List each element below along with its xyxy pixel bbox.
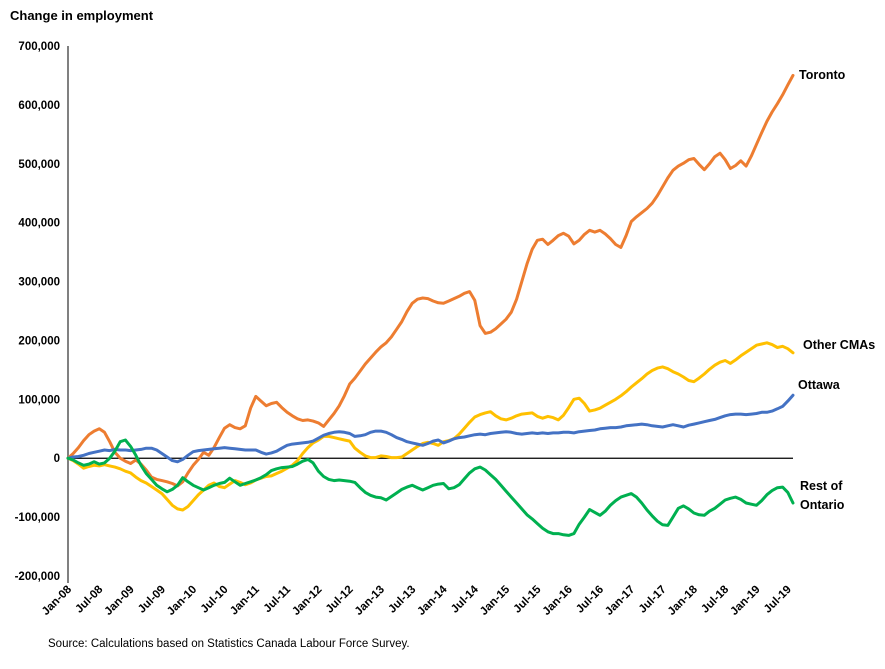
y-tick-label: 700,000 xyxy=(18,41,60,53)
x-tick-label: Jul-13 xyxy=(386,584,418,616)
y-tick-label: 0 xyxy=(54,453,60,465)
series-label-toronto: Toronto xyxy=(799,68,846,82)
x-tick-label: Jul-10 xyxy=(199,584,231,616)
y-tick-label: 100,000 xyxy=(18,394,60,406)
x-tick-label: Jul-11 xyxy=(262,583,294,615)
x-tick-label: Jul-09 xyxy=(136,584,168,616)
x-tick-label: Jan-11 xyxy=(228,583,262,617)
series-label-rest-of-ontario: Rest of Ontario xyxy=(800,479,845,512)
y-tick-label: 400,000 xyxy=(18,218,60,230)
x-tick-label: Jan-18 xyxy=(666,583,701,618)
source-note: Source: Calculations based on Statistics… xyxy=(48,638,410,650)
x-tick-label: Jul-17 xyxy=(637,584,669,616)
x-tick-label: Jan-13 xyxy=(353,584,387,618)
x-tick-label: Jul-16 xyxy=(574,584,606,616)
chart-title: Change in employment xyxy=(10,8,154,23)
y-tick-label: 500,000 xyxy=(18,159,60,171)
x-tick-label: Jan-12 xyxy=(290,584,324,618)
y-tick-label: 600,000 xyxy=(18,100,60,112)
y-tick-label: -100,000 xyxy=(15,512,60,524)
x-tick-label: Jul-19 xyxy=(762,584,794,616)
series-label-other-cmas: Other CMAs xyxy=(803,338,876,352)
series-line-rest-of-ontario xyxy=(66,438,795,537)
x-tick-label: Jul-15 xyxy=(512,583,544,615)
x-tick-label: Jan-10 xyxy=(165,584,199,618)
x-tick-label: Jul-12 xyxy=(324,584,356,616)
x-tick-label: Jan-15 xyxy=(478,583,513,618)
series-label-ottawa: Ottawa xyxy=(798,378,840,392)
x-tick-label: Jan-14 xyxy=(415,583,450,618)
x-tick-label: Jan-19 xyxy=(728,584,762,618)
series-line-toronto xyxy=(66,73,795,488)
x-tick-label: Jul-14 xyxy=(449,583,481,615)
y-tick-label: 200,000 xyxy=(18,335,60,347)
y-tick-label: 300,000 xyxy=(18,277,60,289)
x-tick-label: Jan-09 xyxy=(102,584,136,618)
x-tick-label: Jul-18 xyxy=(699,583,731,615)
x-tick-label: Jan-08 xyxy=(40,583,75,618)
y-tick-label: -200,000 xyxy=(15,571,60,583)
x-tick-label: Jan-16 xyxy=(541,584,575,618)
x-tick-label: Jul-08 xyxy=(73,583,105,615)
series-line-ottawa xyxy=(66,393,795,464)
x-tick-label: Jan-17 xyxy=(603,584,637,618)
